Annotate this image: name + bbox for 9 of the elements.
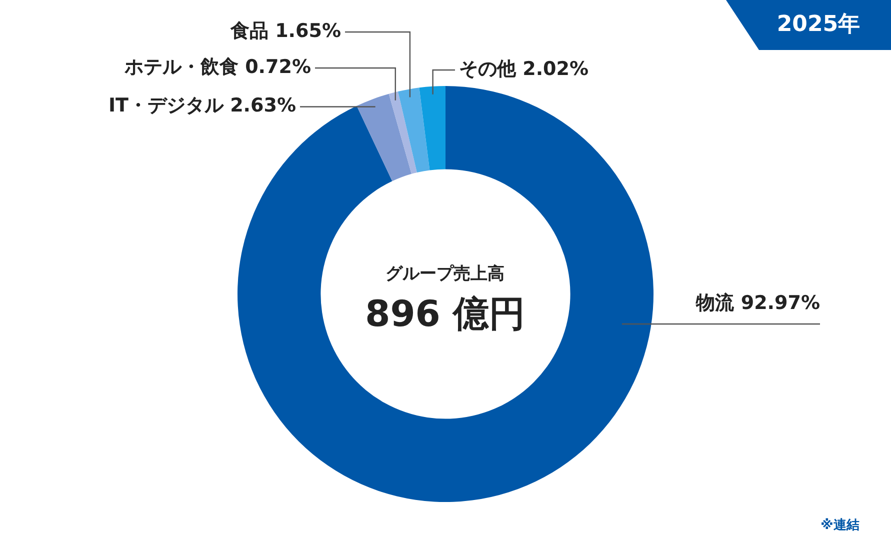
text: 896 億円: [364, 293, 526, 337]
chart-title: 2025年: [726, 0, 891, 50]
text: ※連結: [820, 517, 860, 534]
slice-label: その他 2.02%: [459, 58, 589, 80]
slice-label: 食品 1.65%: [229, 20, 341, 42]
text: グループ売上高: [384, 263, 506, 285]
slice-label: 物流 92.97%: [695, 292, 820, 314]
slice-label: IT・デジタル 2.63%: [108, 94, 296, 117]
slice-label: ホテル・飲食 0.72%: [123, 56, 311, 78]
